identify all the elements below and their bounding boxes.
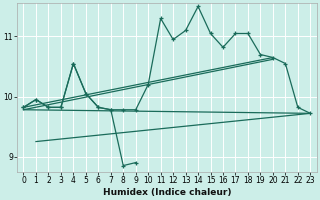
X-axis label: Humidex (Indice chaleur): Humidex (Indice chaleur) xyxy=(103,188,231,197)
